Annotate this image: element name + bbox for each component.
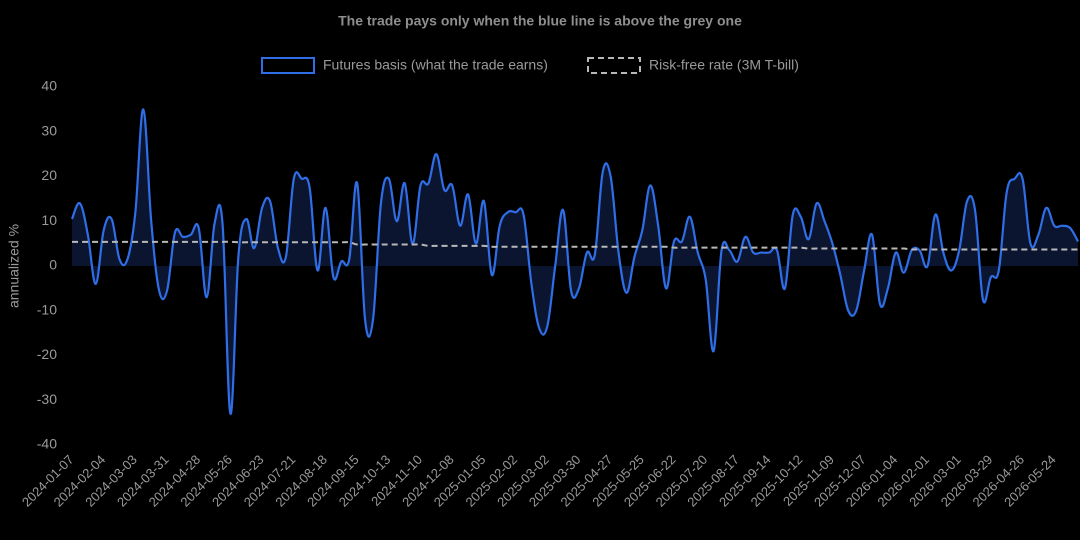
legend-label: Futures basis (what the trade earns) xyxy=(323,57,548,73)
y-tick-label: 0 xyxy=(49,257,57,273)
y-tick-label: -40 xyxy=(37,436,57,452)
y-tick-label: -30 xyxy=(37,391,57,407)
y-tick-label: -20 xyxy=(37,346,57,362)
area xyxy=(72,109,1078,414)
legend-swatch xyxy=(261,57,315,74)
legend-swatch xyxy=(587,57,641,74)
dashed-line xyxy=(72,240,1078,251)
y-tick-label: 40 xyxy=(41,78,57,94)
y-axis-label: annualized % xyxy=(6,224,22,308)
y-tick-label: 20 xyxy=(41,167,57,183)
line xyxy=(70,108,1079,415)
legend-label: Risk-free rate (3M T-bill) xyxy=(649,57,799,73)
y-tick-label: -10 xyxy=(37,301,57,317)
y-tick-label: 10 xyxy=(41,212,57,228)
y-tick-label: 30 xyxy=(41,122,57,138)
chart-title: The trade pays only when the blue line i… xyxy=(338,13,742,29)
